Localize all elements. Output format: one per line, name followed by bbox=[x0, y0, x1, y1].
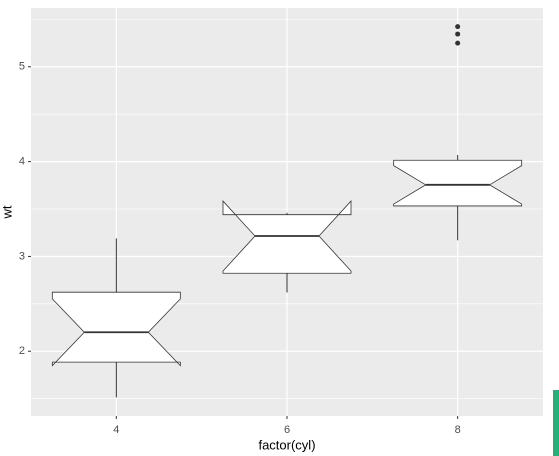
box bbox=[51, 291, 181, 367]
y-tick-label: 5 bbox=[19, 61, 25, 73]
box bbox=[222, 200, 352, 274]
scroll-indicator bbox=[553, 390, 559, 456]
y-tick-label: 4 bbox=[19, 156, 25, 168]
x-tick-label: 6 bbox=[284, 424, 290, 436]
y-tick-label: 2 bbox=[19, 345, 25, 357]
x-tick-label: 4 bbox=[113, 424, 119, 436]
y-axis-title: wt bbox=[0, 205, 14, 219]
box bbox=[393, 159, 523, 207]
x-tick-label: 8 bbox=[455, 424, 461, 436]
y-tick-label: 3 bbox=[19, 250, 25, 262]
outlier bbox=[455, 31, 461, 37]
x-axis-title: factor(cyl) bbox=[258, 437, 315, 452]
outlier bbox=[455, 24, 461, 30]
outlier bbox=[455, 40, 461, 46]
